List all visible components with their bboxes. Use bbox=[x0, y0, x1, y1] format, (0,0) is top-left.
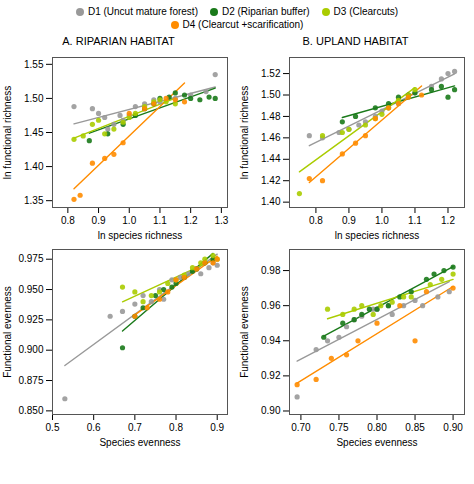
html-text:B. UPLAND HABITAT: B. UPLAND HABITAT bbox=[302, 35, 409, 47]
svg-text:0.85: 0.85 bbox=[405, 422, 425, 433]
svg-text:1.2: 1.2 bbox=[184, 215, 198, 226]
html-text:D1 (Uncut mature forest): D1 (Uncut mature forest) bbox=[87, 6, 198, 17]
svg-text:1.52: 1.52 bbox=[261, 68, 281, 79]
svg-text:0.9: 0.9 bbox=[210, 422, 224, 433]
svg-text:0.850: 0.850 bbox=[18, 405, 43, 416]
svg-text:0.975: 0.975 bbox=[18, 253, 43, 264]
svg-text:1.44: 1.44 bbox=[261, 153, 281, 164]
svg-text:0.80: 0.80 bbox=[367, 422, 387, 433]
svg-text:1.50: 1.50 bbox=[24, 93, 44, 104]
svg-text:1.48: 1.48 bbox=[261, 111, 281, 122]
svg-text:0.96: 0.96 bbox=[261, 300, 281, 311]
svg-text:1.35: 1.35 bbox=[24, 195, 44, 206]
svg-text:Species evenness: Species evenness bbox=[99, 437, 180, 448]
svg-text:ln species richness: ln species richness bbox=[98, 230, 182, 241]
svg-text:1.2: 1.2 bbox=[441, 215, 455, 226]
svg-text:0.8: 0.8 bbox=[61, 215, 75, 226]
html-text:A. RIPARIAN HABITAT: A. RIPARIAN HABITAT bbox=[62, 35, 175, 47]
svg-text:0.70: 0.70 bbox=[291, 422, 311, 433]
svg-text:0.92: 0.92 bbox=[261, 370, 281, 381]
svg-text:0.7: 0.7 bbox=[128, 422, 142, 433]
svg-text:0.98: 0.98 bbox=[261, 265, 281, 276]
svg-text:0.90: 0.90 bbox=[261, 405, 281, 416]
svg-text:0.8: 0.8 bbox=[169, 422, 183, 433]
svg-text:Species evenness: Species evenness bbox=[336, 437, 417, 448]
svg-text:1.40: 1.40 bbox=[24, 161, 44, 172]
svg-text:0.6: 0.6 bbox=[87, 422, 101, 433]
html-text:D4 (Clearcut +scarification): D4 (Clearcut +scarification) bbox=[182, 19, 304, 30]
svg-text:1.50: 1.50 bbox=[261, 89, 281, 100]
svg-text:1.0: 1.0 bbox=[375, 215, 389, 226]
svg-text:0.9: 0.9 bbox=[92, 215, 106, 226]
svg-text:1.3: 1.3 bbox=[214, 215, 228, 226]
svg-text:0.75: 0.75 bbox=[329, 422, 349, 433]
svg-text:1.1: 1.1 bbox=[408, 215, 422, 226]
html-text:D2 (Riparian buffer): D2 (Riparian buffer) bbox=[222, 6, 310, 17]
svg-text:0.925: 0.925 bbox=[18, 314, 43, 325]
svg-text:0.900: 0.900 bbox=[18, 344, 43, 355]
svg-text:ln functional richness: ln functional richness bbox=[239, 86, 250, 179]
svg-text:0.950: 0.950 bbox=[18, 284, 43, 295]
svg-text:1.0: 1.0 bbox=[122, 215, 136, 226]
svg-text:0.5: 0.5 bbox=[46, 422, 60, 433]
svg-text:1.1: 1.1 bbox=[153, 215, 167, 226]
svg-text:1.42: 1.42 bbox=[261, 175, 281, 186]
html-text:D3 (Clearcuts): D3 (Clearcuts) bbox=[333, 6, 399, 17]
svg-text:Functional evenness: Functional evenness bbox=[2, 286, 13, 378]
svg-text:0.94: 0.94 bbox=[261, 335, 281, 346]
svg-text:Functional evenness: Functional evenness bbox=[239, 286, 250, 378]
svg-text:1.55: 1.55 bbox=[24, 59, 44, 70]
svg-text:0.90: 0.90 bbox=[443, 422, 463, 433]
svg-text:0.9: 0.9 bbox=[342, 215, 356, 226]
svg-text:0.8: 0.8 bbox=[309, 215, 323, 226]
svg-text:ln species richness: ln species richness bbox=[335, 230, 419, 241]
svg-text:1.40: 1.40 bbox=[261, 196, 281, 207]
svg-text:ln functional richness: ln functional richness bbox=[2, 86, 13, 179]
svg-text:1.45: 1.45 bbox=[24, 127, 44, 138]
svg-text:1.46: 1.46 bbox=[261, 132, 281, 143]
svg-text:0.875: 0.875 bbox=[18, 375, 43, 386]
